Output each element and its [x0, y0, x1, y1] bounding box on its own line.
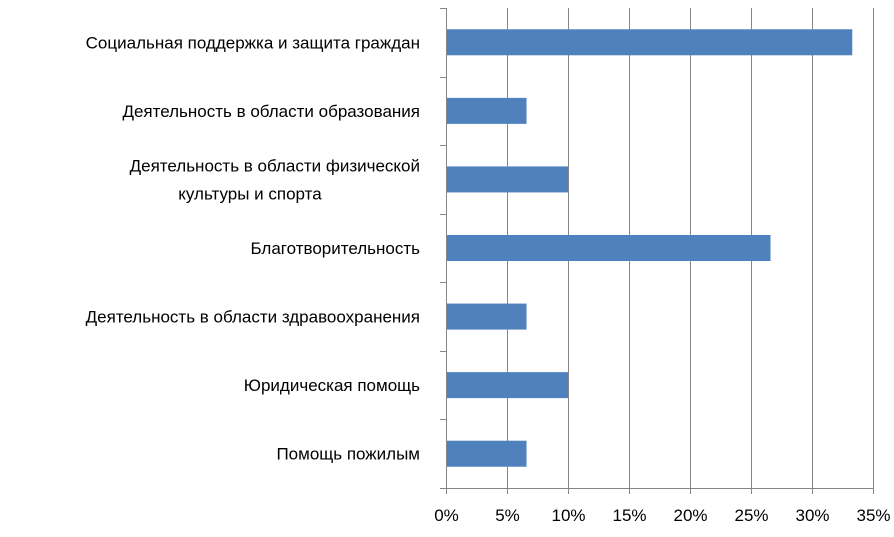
category-label: Благотворительность — [250, 239, 420, 258]
category-label: Помощь пожилым — [276, 445, 420, 464]
x-tick-label: 10% — [551, 506, 585, 525]
x-tick-label: 30% — [795, 506, 829, 525]
category-label: Деятельность в области образования — [122, 102, 420, 121]
bar — [447, 303, 527, 330]
category-label: Социальная поддержка и защита граждан — [86, 33, 420, 52]
bar — [447, 372, 568, 399]
category-label: культуры и спорта — [178, 184, 322, 203]
category-label: Деятельность в области здравоохранения — [86, 308, 420, 327]
bar — [447, 440, 527, 467]
axes — [440, 8, 874, 494]
x-tick-label: 25% — [734, 506, 768, 525]
x-tick-label: 35% — [856, 506, 890, 525]
category-labels: Социальная поддержка и защита граждан Дея… — [86, 33, 420, 463]
category-label: Деятельность в области физической — [130, 156, 420, 175]
bars — [447, 29, 853, 467]
category-label: Юридическая помощь — [244, 376, 420, 395]
x-tick-labels: 0% 5% 10% 15% 20% 25% 30% 35% — [434, 506, 890, 525]
x-tick-label: 0% — [434, 506, 459, 525]
x-tick-label: 15% — [612, 506, 646, 525]
x-tick-label: 20% — [673, 506, 707, 525]
bar — [447, 235, 771, 261]
bar — [447, 29, 853, 56]
bar — [447, 166, 568, 193]
bar — [447, 97, 527, 124]
x-tick-label: 5% — [495, 506, 520, 525]
